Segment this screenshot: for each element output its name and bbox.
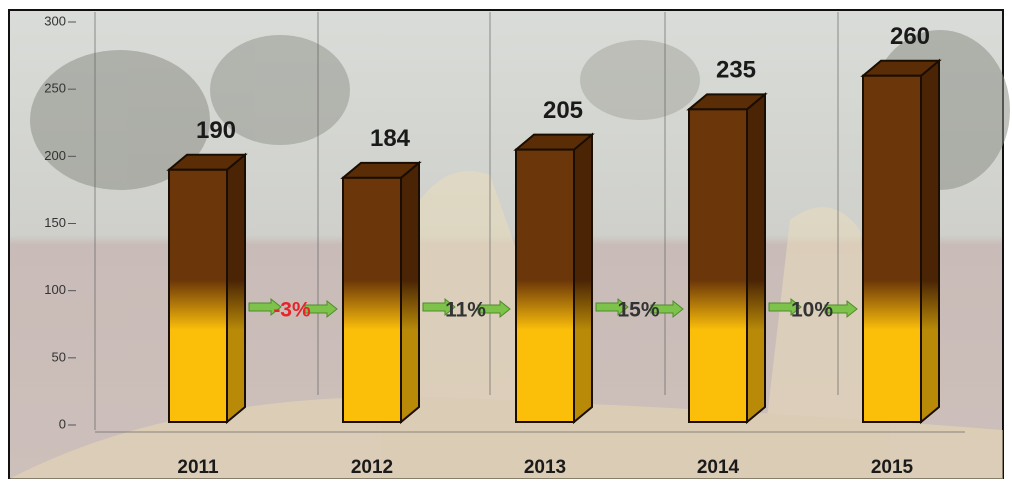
y-tick-label: 300 [44,13,66,28]
x-tick-label: 2015 [871,457,914,478]
change-label: 11% [445,299,486,322]
value-label: 184 [370,125,411,152]
chart: 0 50 100 150 200 250 300 2011 190 2012 184 2013 205 2… [0,0,1012,479]
bar-side [227,155,245,422]
y-tick-label: 100 [44,282,66,297]
bar-side [921,61,939,422]
y-tick-label: 0 [59,416,66,431]
bar-side [747,94,765,422]
value-label: 235 [716,57,756,84]
bar-side [574,135,592,422]
y-tick-label: 150 [44,215,66,230]
change-label: 15% [617,299,659,322]
x-tick-label: 2011 [177,457,219,478]
x-tick-label: 2013 [524,457,566,478]
change-label: 10% [791,299,833,322]
value-label: 205 [543,97,583,124]
x-tick-label: 2014 [697,457,740,478]
change-label: -3% [273,299,311,322]
bar [863,76,921,422]
value-label: 190 [196,117,236,144]
y-tick-label: 50 [52,349,66,364]
bar [343,178,401,422]
y-tick-label: 250 [44,81,66,96]
bar [689,109,747,422]
bar-side [401,163,419,422]
y-tick-label: 200 [44,148,66,163]
value-label: 260 [890,23,930,50]
x-tick-label: 2012 [351,457,393,478]
bar [169,170,227,422]
bar [516,150,574,422]
